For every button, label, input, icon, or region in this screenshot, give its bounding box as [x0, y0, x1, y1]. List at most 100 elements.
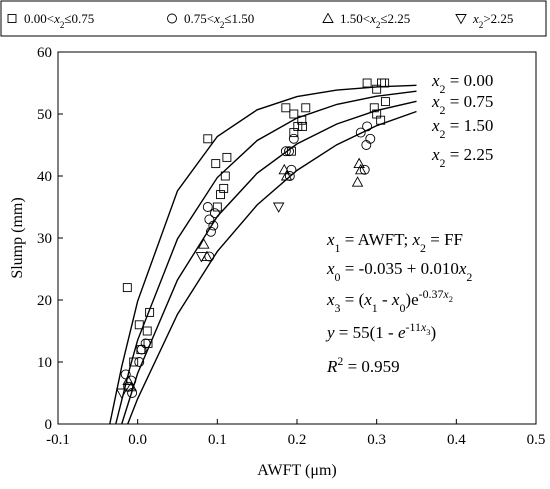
x-tick-label: 0.3	[367, 432, 386, 448]
legend-label: x2>2.25	[472, 11, 513, 30]
point-square	[289, 128, 299, 138]
legend-marker-square	[7, 14, 17, 23]
model-equation: x0 = -0.035 + 0.010x2	[326, 259, 472, 284]
x-axis: -0.1 0.0 0.1 0.2 0.3 0.4 0.5	[46, 419, 545, 448]
model-annotations: x1 = AWFT; x2 = FF x0 = -0.035 + 0.010x2 x…	[325, 230, 472, 376]
y-axis-title: Slump (mm)	[9, 197, 26, 278]
point-circle	[359, 164, 370, 175]
point-circle	[284, 146, 294, 157]
point-triangle-up	[125, 380, 138, 392]
fit-curve-x2-0.75	[115, 90, 417, 425]
legend-marker-triangle-down	[455, 14, 467, 25]
y-tick-label: 50	[37, 107, 52, 123]
point-square	[134, 320, 144, 330]
point-circle	[365, 133, 376, 144]
point-square	[289, 109, 299, 119]
point-square	[372, 84, 382, 94]
y-tick-label: 20	[37, 293, 52, 309]
legend-label: 0.75<x2≤1.50	[184, 11, 254, 30]
point-square	[129, 357, 139, 367]
point-triangle-up	[198, 238, 210, 249]
model-equation: x1 = AWFT; x2 = FF	[326, 230, 463, 255]
point-square	[216, 190, 225, 200]
point-circle	[355, 127, 366, 138]
y-tick-label: 40	[37, 169, 52, 185]
point-square	[212, 202, 222, 212]
legend-label: 1.50<x2≤2.25	[340, 11, 410, 30]
point-square	[298, 121, 308, 131]
y-tick-label: 60	[37, 45, 52, 61]
point-square	[362, 78, 372, 88]
curve-label: x2 = 0.00	[431, 71, 493, 96]
model-equation: R2 = 0.959	[326, 354, 400, 376]
point-triangle-up	[351, 176, 364, 187]
point-circle	[284, 171, 295, 181]
point-square	[281, 103, 291, 113]
fit-curve-x2-0	[109, 84, 417, 425]
curve-label: x2 = 2.25	[431, 145, 493, 170]
x-tick-label: 0.4	[447, 432, 466, 448]
point-square	[142, 326, 152, 336]
point-circle	[206, 226, 216, 237]
legend-label: 0.00<x2≤0.75	[24, 11, 94, 30]
point-circle	[362, 121, 373, 132]
legend: 0.00<x2≤0.75 0.75<x2≤1.50 1.50<x2≤2.25 x2>2…	[7, 11, 513, 30]
point-triangle-down	[115, 388, 128, 399]
data-points	[115, 78, 390, 399]
point-triangle-down	[272, 202, 285, 213]
point-circle	[208, 220, 219, 231]
x-axis-title: AWFT (μm)	[257, 462, 336, 479]
point-triangle-up	[278, 163, 291, 175]
point-square	[219, 183, 229, 193]
point-triangle-up	[280, 170, 293, 181]
point-circle	[209, 208, 220, 219]
y-axis: 0 10 20 30 40 50 60	[37, 45, 63, 433]
point-square	[203, 134, 213, 144]
fit-curve-x2-1.5	[121, 100, 417, 425]
legend-marker-triangle-up	[322, 12, 334, 23]
point-triangle-down	[195, 252, 208, 263]
fitted-curves	[109, 84, 417, 425]
x-tick-label: -0.1	[46, 432, 70, 448]
point-square	[222, 152, 232, 162]
x-tick-label: 0.1	[208, 432, 227, 448]
point-square	[220, 171, 230, 181]
point-square	[380, 78, 390, 88]
point-circle	[361, 140, 372, 150]
legend-marker-circle	[167, 13, 177, 24]
x-tick-label: 0.2	[288, 432, 307, 448]
point-circle	[204, 214, 215, 225]
x-tick-label: 0.0	[128, 432, 147, 448]
point-circle	[126, 375, 137, 386]
point-square	[145, 307, 155, 317]
point-circle	[134, 357, 145, 367]
point-circle	[288, 133, 299, 144]
point-square	[301, 103, 311, 113]
legend-box	[0, 0, 547, 37]
point-square	[376, 115, 386, 125]
point-triangle-up	[122, 374, 134, 386]
point-circle	[140, 338, 151, 349]
point-circle	[120, 369, 131, 380]
point-square	[369, 103, 379, 113]
curve-label: x2 = 1.50	[431, 116, 493, 141]
model-equation: x3 = (x1 - x0)e-0.37x2	[326, 287, 453, 315]
y-tick-label: 0	[45, 417, 53, 433]
y-tick-label: 10	[37, 355, 52, 371]
point-square	[376, 78, 386, 88]
point-circle	[204, 251, 215, 262]
point-circle	[127, 388, 138, 398]
x-tick-label: 0.5	[527, 432, 546, 448]
fit-curve-x2-2.25	[127, 110, 417, 425]
point-circle	[202, 202, 213, 212]
point-square	[380, 97, 390, 107]
point-square	[122, 283, 132, 293]
point-triangle-up	[354, 163, 367, 175]
point-circle	[280, 146, 291, 157]
model-equation: y = 55(1 - e-11x3)	[325, 320, 436, 342]
point-square	[211, 159, 221, 169]
y-tick-label: 30	[37, 231, 52, 247]
curve-label: x2 = 0.75	[431, 92, 493, 117]
